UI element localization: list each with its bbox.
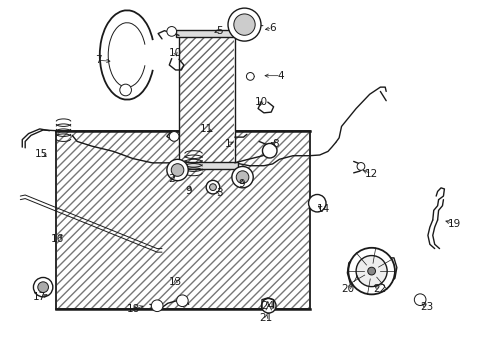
Circle shape [171,164,183,176]
Circle shape [413,294,425,306]
Text: 3: 3 [216,188,222,198]
Circle shape [33,278,53,297]
Circle shape [166,159,188,181]
Text: 9: 9 [185,186,192,197]
Text: 23: 23 [419,302,432,312]
Bar [57,132,308,308]
Circle shape [209,184,216,190]
Circle shape [246,72,254,80]
Circle shape [308,194,325,212]
Bar [180,36,233,163]
Text: 13: 13 [169,277,182,287]
Text: 9: 9 [238,179,245,189]
Circle shape [367,267,375,275]
Text: 14: 14 [316,204,329,214]
Text: 11: 11 [200,124,213,134]
Text: 12: 12 [364,168,378,179]
Text: 7: 7 [95,55,101,65]
Bar [176,162,237,169]
Text: 21: 21 [259,312,272,323]
Text: 1: 1 [224,139,231,149]
Text: 19: 19 [447,219,460,229]
Circle shape [262,143,276,158]
Circle shape [231,166,253,188]
Bar [179,35,234,164]
Circle shape [236,171,248,184]
Text: 18: 18 [127,304,140,314]
Text: 10: 10 [254,97,267,107]
Circle shape [227,8,261,41]
Text: 4: 4 [277,71,284,81]
Text: 6: 6 [269,23,275,33]
Text: 20: 20 [340,284,353,294]
Circle shape [261,298,275,313]
Circle shape [355,256,386,287]
Circle shape [356,163,364,170]
Circle shape [151,300,163,311]
Circle shape [169,131,179,141]
Text: 5: 5 [216,26,222,36]
Text: 8: 8 [272,139,279,149]
Circle shape [206,180,219,194]
Circle shape [120,84,131,96]
Text: 17: 17 [33,292,46,302]
Text: 15: 15 [35,149,48,159]
Circle shape [38,282,48,293]
Text: 2: 2 [168,174,175,184]
Circle shape [347,248,394,294]
Circle shape [233,14,255,35]
Bar [56,131,309,309]
Text: 22: 22 [372,284,385,294]
Circle shape [176,295,188,307]
Text: 10: 10 [169,48,182,58]
Text: 16: 16 [51,234,64,244]
Bar [176,30,237,37]
Text: 24: 24 [261,301,274,311]
Circle shape [166,27,176,36]
